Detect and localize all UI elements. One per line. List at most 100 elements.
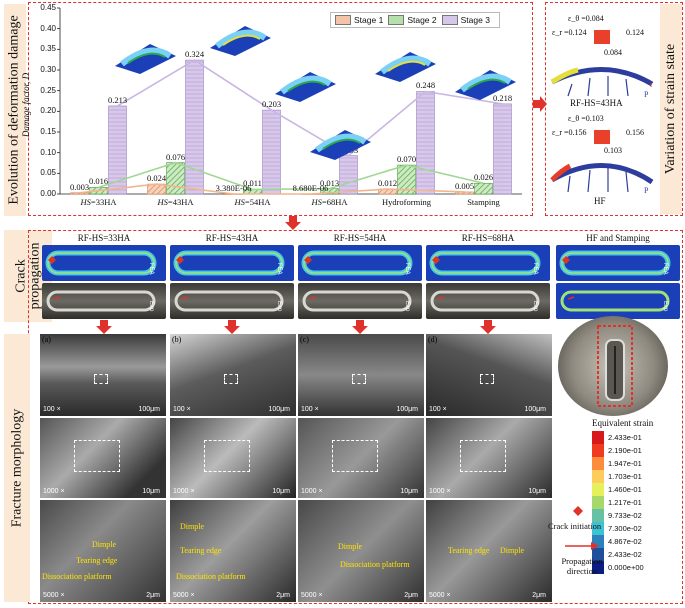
crack-experiment: Exp (170, 283, 294, 319)
sem-image: 100 × 100μm (a) (40, 334, 166, 416)
strain-section-title: Variation of strain state (663, 43, 678, 175)
fracture-annotation: Tearing edge (180, 546, 222, 555)
fracture-annotation: Dimple (92, 540, 116, 549)
panel-letter: (b) (172, 335, 182, 344)
strain-top-eps-r-right: 0.124 (626, 28, 644, 37)
legend-stage-1: Stage 1 (335, 15, 383, 25)
category-label: HS=43HA (157, 197, 194, 207)
data-label: 0.324 (184, 49, 205, 60)
y-tick-label: 0.45 (40, 3, 56, 12)
scale-bar-label: 2μm (404, 592, 418, 599)
fracture-section-title: Fracture morphology (9, 408, 24, 528)
svg-text:Exp: Exp (404, 301, 410, 312)
y-tick-label: 0.00 (40, 189, 56, 198)
scale-bar-label: 2μm (532, 592, 546, 599)
diamond-icon (573, 506, 583, 516)
crack-experiment: Exp (426, 283, 550, 319)
data-label: 3.380E-06 (215, 182, 252, 193)
crack-header: RF-HS=68HA (461, 233, 515, 243)
arrow-right-icon (533, 96, 547, 112)
strain-bottom-eps-r: ε_r =0.156 (552, 128, 587, 137)
category-label: Hydroforming (381, 197, 432, 207)
scale-bar-label: 10μm (528, 488, 546, 495)
category-label: HS=54HA (234, 197, 271, 207)
svg-text:Exp: Exp (276, 301, 282, 312)
strain-bottom-p: P (644, 186, 649, 195)
data-label: 0.076 (165, 151, 186, 162)
sem-image: 100 × 100μm (b) (170, 334, 296, 416)
y-tick-label: 0.05 (40, 168, 56, 178)
y-tick-label: 0.15 (40, 127, 56, 136)
crack-simulation: FEA (170, 245, 294, 281)
y-tick-label: 0.10 (40, 147, 56, 157)
fracture-annotation: Dissociation platform (176, 572, 246, 581)
trend-line (98, 161, 484, 191)
strain-bottom-label: HF (594, 196, 606, 206)
trend-line (117, 59, 503, 157)
sem-image: 1000 × 10μm (426, 418, 552, 498)
category-label: Stamping (467, 197, 500, 207)
zoom-box (204, 440, 250, 472)
strain-element-top (594, 30, 610, 44)
sem-image: 5000 × 2μm (170, 500, 296, 602)
magnification-label: 5000 × (301, 592, 323, 599)
strain-element-bottom (594, 130, 610, 144)
scale-bar-label: 2μm (276, 592, 290, 599)
colorbar-entry: 0.000e+00 (592, 561, 682, 574)
legend-title: Equivalent strain (592, 418, 654, 428)
colorbar: 2.433e-01 2.190e-01 1.947e-01 1.703e-01 1.46… (592, 431, 682, 574)
sim-thumbnail-43 (205, 18, 275, 58)
data-label: 0.011 (243, 178, 262, 189)
crack-experiment: Exp (556, 283, 680, 319)
svg-text:FEA: FEA (662, 263, 668, 275)
bar-stage-3 (416, 91, 435, 195)
colorbar-entry: 1.947e-01 (592, 457, 682, 470)
colorbar-entry: 1.217e-01 (592, 496, 682, 509)
scale-bar-label: 10μm (272, 488, 290, 495)
strain-top-p: P (644, 90, 649, 99)
magnification-label: 1000 × (173, 488, 195, 495)
zoom-box (74, 440, 120, 472)
bar-stage-1 (70, 192, 89, 195)
svg-text:FEA: FEA (404, 263, 410, 275)
colorbar-entry: 2.433e-02 (592, 548, 682, 561)
y-tick-label: 0.40 (40, 23, 56, 33)
svg-text:FEA: FEA (148, 263, 154, 275)
magnification-label: 100 × (429, 406, 447, 413)
colorbar-entry: 7.300e-02 (592, 522, 682, 535)
strain-top-label: RF-HS=43HA (570, 98, 623, 108)
sem-image: 100 × 100μm (d) (426, 334, 552, 416)
category-label: HS=33HA (80, 197, 117, 207)
legend-stage-2: Stage 2 (388, 15, 437, 25)
crack-header: RF-HS=54HA (333, 233, 387, 243)
data-label: 0.213 (107, 94, 128, 105)
trend-line (79, 183, 465, 195)
data-label: 0.248 (415, 80, 436, 91)
crack-simulation: FEA (42, 245, 166, 281)
crack-header: RF-HS=43HA (205, 233, 259, 243)
data-label: 8.680E-06 (292, 182, 329, 193)
scale-bar-label: 10μm (400, 488, 418, 495)
data-label: 0.070 (396, 154, 417, 165)
crack-simulation: FEA (426, 245, 550, 281)
chart-legend: Stage 1 Stage 2 Stage 3 (330, 12, 500, 28)
crack-initiation-label: Crack initiation (548, 521, 602, 531)
data-label: 0.203 (261, 99, 282, 110)
colorbar-entry: 2.190e-01 (592, 444, 682, 457)
arrow-down-icon (480, 320, 496, 334)
colorbar-entry: 1.460e-01 (592, 483, 682, 496)
fracture-annotation: Dimple (338, 542, 362, 551)
magnification-label: 100 × (301, 406, 319, 413)
svg-text:FEA: FEA (532, 263, 538, 275)
sem-image: 5000 × 2μm (40, 500, 166, 602)
data-label: 0.003 (69, 181, 90, 192)
panel-letter: (a) (42, 335, 51, 344)
crack-experiment: Exp (42, 283, 166, 319)
magnification-label: 5000 × (173, 592, 195, 599)
part-photo (558, 316, 668, 416)
propagation-label: Propagation direction (561, 556, 603, 576)
propagation-marker: Propagation direction (552, 538, 612, 576)
zoom-box (460, 440, 506, 472)
crack-simulation: FEA (556, 245, 680, 281)
strain-top-eps-theta: ε_θ =0.084 (568, 14, 604, 23)
